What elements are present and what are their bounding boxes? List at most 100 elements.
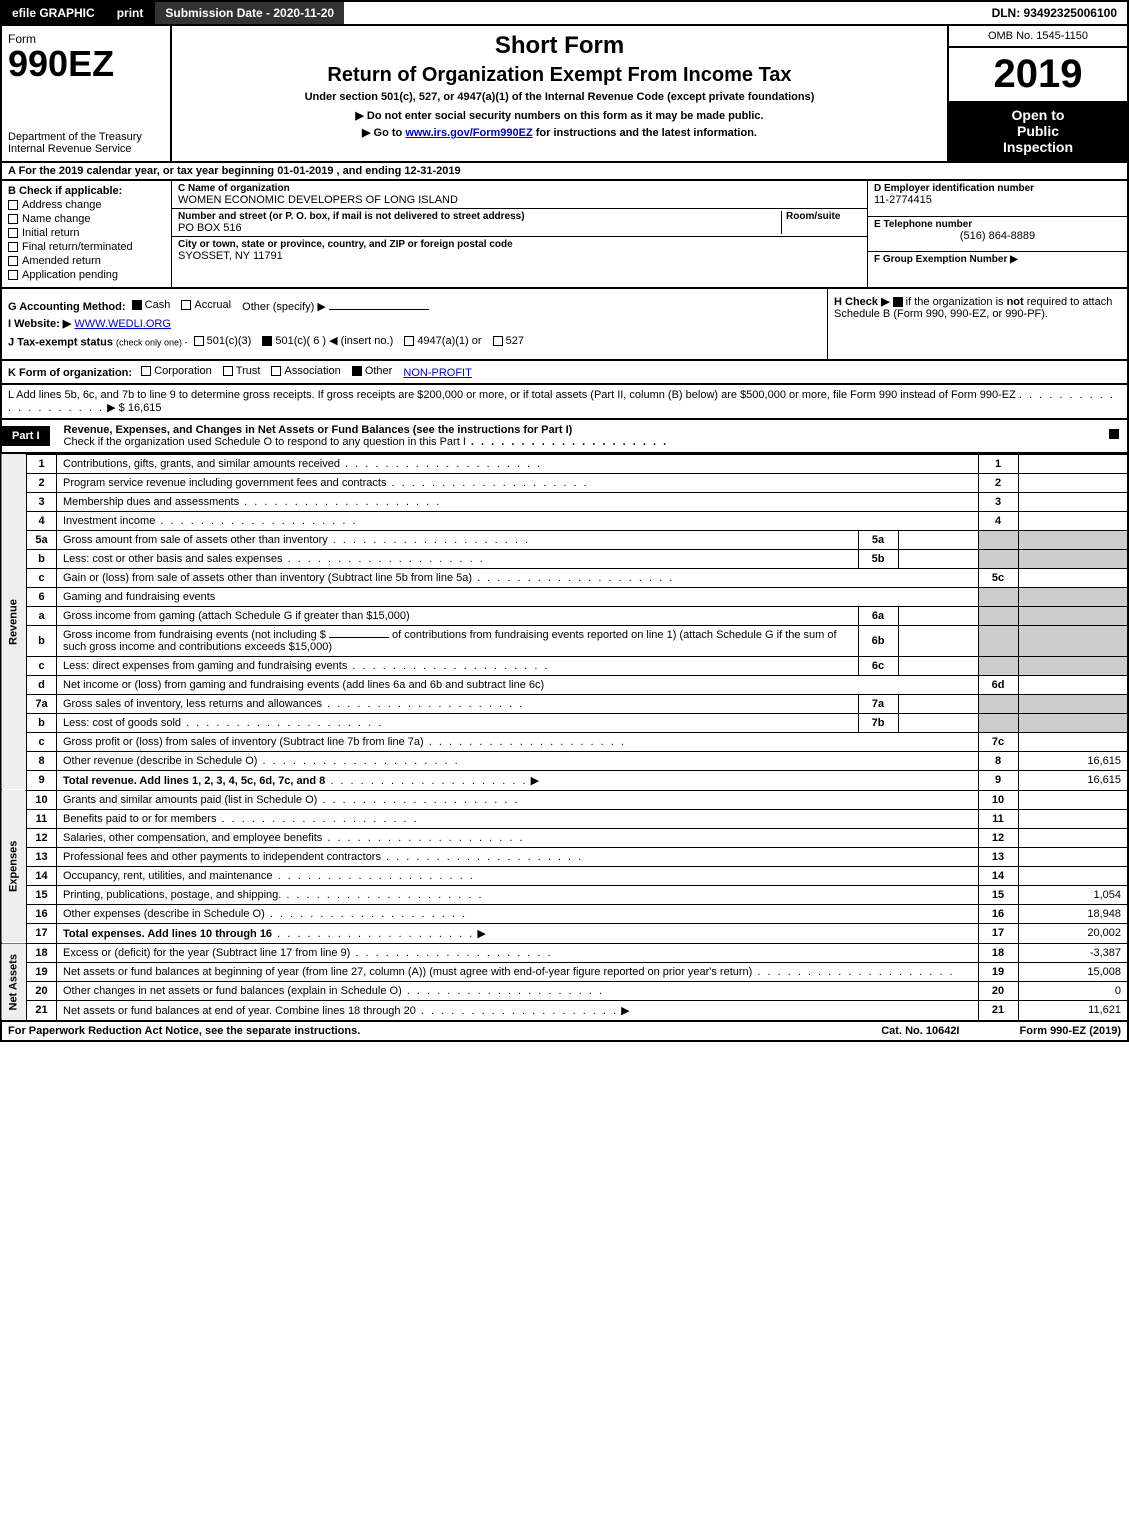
j-tax-exempt: J Tax-exempt status (check only one) - 5… bbox=[8, 334, 821, 349]
l21-amt: 11,621 bbox=[1018, 1000, 1128, 1021]
l17-num: 17 bbox=[27, 923, 57, 943]
other-org-value[interactable]: NON-PROFIT bbox=[403, 367, 471, 379]
c-room-label: Room/suite bbox=[786, 211, 861, 222]
other-input[interactable] bbox=[329, 309, 429, 310]
line-9: 9 Total revenue. Add lines 1, 2, 3, 4, 5… bbox=[1, 770, 1128, 790]
line-6a: a Gross income from gaming (attach Sched… bbox=[1, 606, 1128, 625]
part1-end-check[interactable] bbox=[1101, 425, 1127, 446]
netassets-label: Net Assets bbox=[1, 943, 27, 1021]
l6a-desc: Gross income from gaming (attach Schedul… bbox=[57, 606, 859, 625]
i-website: I Website: ▶ WWW.WEDLI.ORG bbox=[8, 317, 821, 330]
omb-number: OMB No. 1545-1150 bbox=[949, 26, 1127, 48]
row-k: K Form of organization: Corporation Trus… bbox=[0, 361, 1129, 385]
efile-graphic-button[interactable]: efile GRAPHIC bbox=[2, 2, 107, 24]
insp2: Public bbox=[1017, 123, 1059, 139]
chk-h[interactable] bbox=[893, 297, 903, 307]
department-label: Department of the Treasury Internal Reve… bbox=[8, 131, 164, 155]
org-street: PO BOX 516 bbox=[178, 222, 781, 234]
chk-527[interactable]: 527 bbox=[493, 335, 524, 347]
line-12: 12 Salaries, other compensation, and emp… bbox=[1, 828, 1128, 847]
l-amount: $ 16,615 bbox=[119, 402, 162, 414]
chk-501c[interactable]: 501(c)( 6 ) ◀ (insert no.) bbox=[262, 334, 393, 347]
l1-ref: 1 bbox=[978, 454, 1018, 473]
d-label: D Employer identification number bbox=[874, 183, 1121, 194]
chk-accrual[interactable]: Accrual bbox=[181, 299, 231, 311]
l6b-iref: 6b bbox=[858, 625, 898, 656]
l7c-num: c bbox=[27, 732, 57, 751]
e-phone-row: E Telephone number (516) 864-8889 bbox=[868, 217, 1127, 253]
chk-association[interactable]: Association bbox=[271, 365, 340, 377]
chk-4947[interactable]: 4947(a)(1) or bbox=[404, 335, 481, 347]
l18-desc: Excess or (deficit) for the year (Subtra… bbox=[63, 947, 350, 959]
line-19: 19 Net assets or fund balances at beginn… bbox=[1, 962, 1128, 981]
insp1: Open to bbox=[1012, 107, 1065, 123]
c-street-label: Number and street (or P. O. box, if mail… bbox=[178, 211, 781, 222]
chk-cash[interactable]: Cash bbox=[132, 299, 171, 311]
l11-ref: 11 bbox=[978, 809, 1018, 828]
chk-other-org[interactable]: Other bbox=[352, 365, 393, 377]
chk-corporation[interactable]: Corporation bbox=[141, 365, 211, 377]
line-13: 13 Professional fees and other payments … bbox=[1, 847, 1128, 866]
footer: For Paperwork Reduction Act Notice, see … bbox=[0, 1022, 1129, 1042]
l5b-amt-shaded bbox=[1018, 549, 1128, 568]
l18-num: 18 bbox=[27, 943, 57, 962]
l5a-amt-shaded bbox=[1018, 530, 1128, 549]
irs-link[interactable]: www.irs.gov/Form990EZ bbox=[405, 127, 532, 139]
527-label: 527 bbox=[506, 335, 524, 347]
l6-desc: Gaming and fundraising events bbox=[57, 587, 979, 606]
assoc-label: Association bbox=[284, 365, 340, 377]
l2-num: 2 bbox=[27, 473, 57, 492]
l15-desc: Printing, publications, postage, and shi… bbox=[63, 889, 281, 901]
org-city: SYOSSET, NY 11791 bbox=[178, 250, 861, 262]
line-10: Expenses 10 Grants and similar amounts p… bbox=[1, 790, 1128, 809]
l6a-iamt bbox=[898, 606, 978, 625]
j-label: J Tax-exempt status bbox=[8, 337, 113, 349]
goto-note: ▶ Go to www.irs.gov/Form990EZ for instru… bbox=[182, 126, 937, 139]
footer-formnum: 990-EZ bbox=[1050, 1025, 1086, 1037]
l13-amt bbox=[1018, 847, 1128, 866]
l5a-shaded bbox=[978, 530, 1018, 549]
l6c-iref: 6c bbox=[858, 656, 898, 675]
chk-address-change[interactable]: Address change bbox=[8, 199, 165, 211]
chk-trust[interactable]: Trust bbox=[223, 365, 261, 377]
chk-amended-return[interactable]: Amended return bbox=[8, 255, 165, 267]
l14-ref: 14 bbox=[978, 866, 1018, 885]
column-b: B Check if applicable: Address change Na… bbox=[2, 181, 172, 287]
l5b-iamt bbox=[898, 549, 978, 568]
f-group-row: F Group Exemption Number ▶ bbox=[868, 252, 1127, 287]
chk-501c3[interactable]: 501(c)(3) bbox=[194, 335, 252, 347]
line-7a: 7a Gross sales of inventory, less return… bbox=[1, 694, 1128, 713]
line-6d: d Net income or (loss) from gaming and f… bbox=[1, 675, 1128, 694]
l6b-amt-shaded bbox=[1018, 625, 1128, 656]
l20-desc: Other changes in net assets or fund bala… bbox=[63, 985, 402, 997]
revenue-label: Revenue bbox=[1, 454, 27, 790]
other-specify: Other (specify) ▶ bbox=[242, 301, 326, 313]
l8-amt: 16,615 bbox=[1018, 751, 1128, 770]
l17-amt: 20,002 bbox=[1018, 923, 1128, 943]
l14-desc: Occupancy, rent, utilities, and maintena… bbox=[63, 870, 273, 882]
l6b-num: b bbox=[27, 625, 57, 656]
form-number: 990EZ bbox=[8, 46, 164, 82]
f-label: F Group Exemption Number ▶ bbox=[874, 254, 1121, 265]
chk-final-return[interactable]: Final return/terminated bbox=[8, 241, 165, 253]
chk-name-change[interactable]: Name change bbox=[8, 213, 165, 225]
l6c-num: c bbox=[27, 656, 57, 675]
chk-label-initial: Initial return bbox=[22, 227, 79, 239]
line-5c: c Gain or (loss) from sale of assets oth… bbox=[1, 568, 1128, 587]
l6b-blank[interactable] bbox=[329, 637, 389, 638]
chk-initial-return[interactable]: Initial return bbox=[8, 227, 165, 239]
corp-label: Corporation bbox=[154, 365, 211, 377]
chk-label-name: Name change bbox=[22, 213, 91, 225]
l5c-ref: 5c bbox=[978, 568, 1018, 587]
l7c-amt bbox=[1018, 732, 1128, 751]
chk-application-pending[interactable]: Application pending bbox=[8, 269, 165, 281]
website-link[interactable]: WWW.WEDLI.ORG bbox=[74, 318, 171, 330]
print-button[interactable]: print bbox=[107, 2, 156, 24]
l2-desc: Program service revenue including govern… bbox=[63, 477, 386, 489]
l7b-desc: Less: cost of goods sold bbox=[63, 717, 181, 729]
l6a-shaded bbox=[978, 606, 1018, 625]
l19-num: 19 bbox=[27, 962, 57, 981]
b-label: B Check if applicable: bbox=[8, 185, 165, 197]
l13-desc: Professional fees and other payments to … bbox=[63, 851, 381, 863]
line-7b: b Less: cost of goods sold 7b bbox=[1, 713, 1128, 732]
